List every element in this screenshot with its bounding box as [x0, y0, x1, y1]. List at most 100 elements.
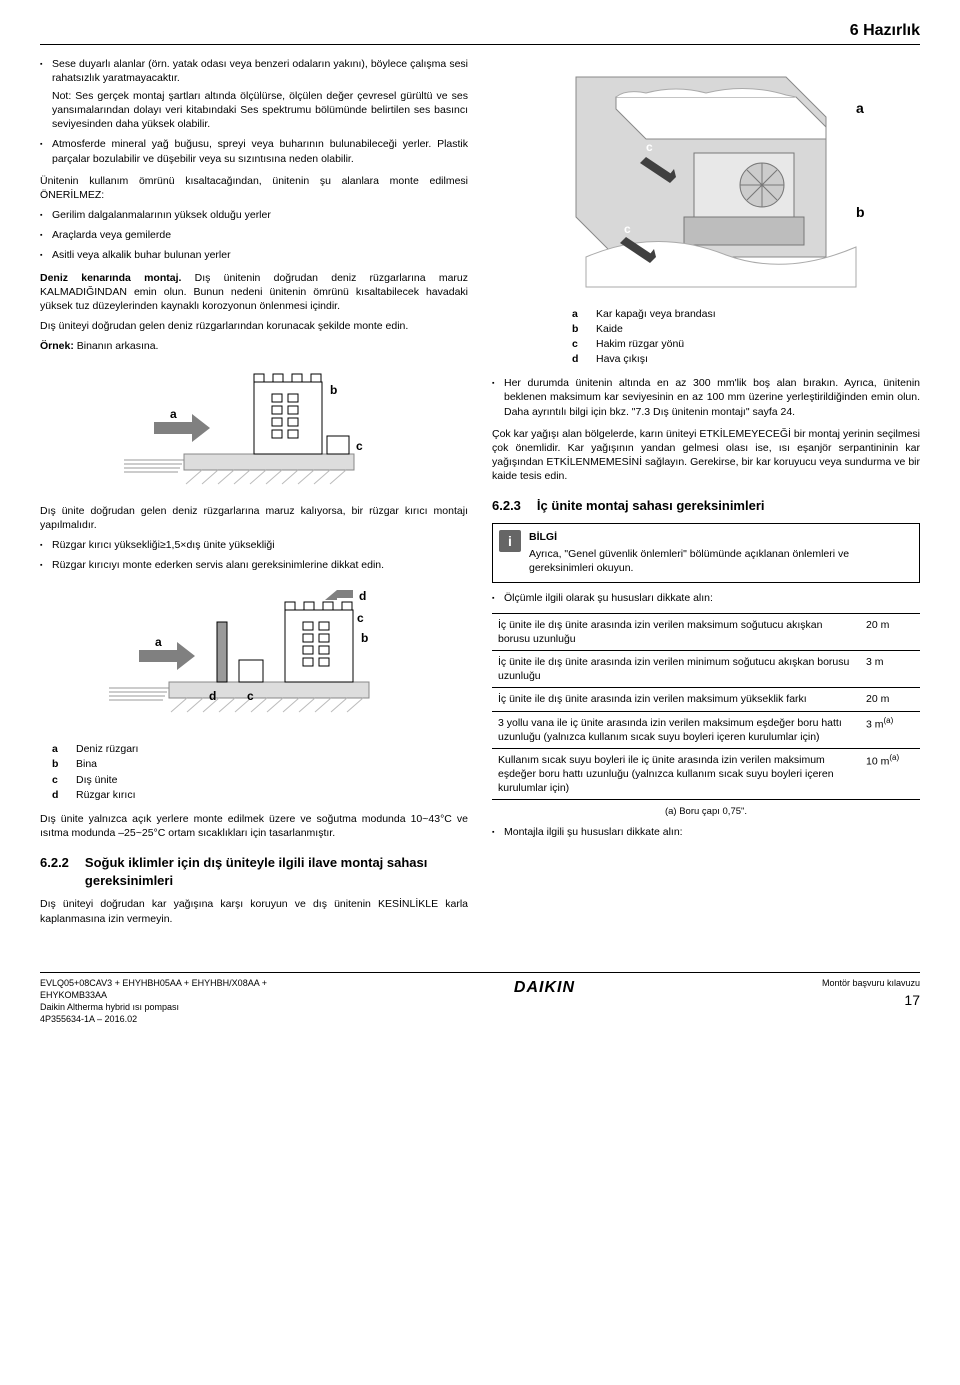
footer-doc-title: Montör başvuru kılavuzu [822, 977, 920, 989]
table-cell: 20 m [860, 613, 920, 650]
list-item: Rüzgar kırıcı yüksekliği≥1,5×dış ünite y… [40, 538, 468, 552]
right-column: a b c c aKar kapağı veya brandası b Kaide… [492, 57, 920, 932]
table-cell: 20 m [860, 688, 920, 711]
info-icon: i [499, 530, 521, 552]
list-text: Sese duyarlı alanlar (örn. yatak odası v… [52, 58, 468, 84]
para-body: Binanın arkasına. [74, 340, 159, 352]
list-item: Montajla ilgili şu hususları dikkate alı… [492, 825, 920, 839]
legend-key: d [572, 352, 586, 366]
legend-val: Rüzgar kırıcı [76, 788, 136, 802]
legend-row: d Rüzgar kırıcı [52, 788, 468, 802]
legend-row: aKar kapağı veya brandası [572, 307, 920, 321]
bullet-list-4: Her durumda ünitenin altında en az 300 m… [492, 376, 920, 419]
legend-key: c [572, 337, 586, 351]
legend-key: c [52, 773, 66, 787]
list-item: Her durumda ünitenin altında en az 300 m… [492, 376, 920, 419]
table-cell: İç ünite ile dış ünite arasında izin ver… [492, 688, 860, 711]
info-title: BİLGİ [529, 530, 911, 544]
heading-text: Soğuk iklimler için dış üniteyle ilgili … [85, 854, 468, 889]
legend-val: Hava çıkışı [596, 352, 648, 366]
paragraph: Çok kar yağışı alan bölgelerde, karın ün… [492, 427, 920, 484]
svg-text:c: c [247, 689, 254, 703]
list-item: Gerilim dalgalanmalarının yüksek olduğu … [40, 208, 468, 222]
table-row: 3 yollu vana ile iç ünite arasında izin … [492, 711, 920, 748]
info-callout: i BİLGİ Ayrıca, "Genel güvenlik önlemler… [492, 523, 920, 583]
svg-text:a: a [155, 635, 162, 649]
bullet-list-2: Gerilim dalgalanmalarının yüksek olduğu … [40, 208, 468, 263]
heading-number: 6.2.2 [40, 854, 69, 889]
fig-label-a: a [170, 407, 177, 421]
bullet-list-5: Ölçümle ilgili olarak şu hususları dikka… [492, 591, 920, 605]
subheading-622: 6.2.2 Soğuk iklimler için dış üniteyle i… [40, 854, 468, 889]
footer-left: EVLQ05+08CAV3 + EHYHBH05AA + EHYHBH/X08A… [40, 977, 267, 1026]
svg-text:b: b [856, 204, 865, 220]
legend-1: a Deniz rüzgarı b Bina c Dış ünite d Rüzgar … [52, 742, 468, 802]
svg-text:d: d [209, 689, 216, 703]
footer-brand: DAIKIN [514, 977, 575, 999]
table-row: İç ünite ile dış ünite arasında izin ver… [492, 651, 920, 688]
list-item: Araçlarda veya gemilerde [40, 228, 468, 242]
table-cell: 10 m(a) [860, 748, 920, 800]
list-item: Asitli veya alkalik buhar bulunan yerler [40, 248, 468, 262]
page-number: 17 [822, 991, 920, 1010]
figure-building-1: a b c [40, 364, 468, 494]
paragraph: Ünitenin kullanım ömrünü kısaltacağından… [40, 174, 468, 202]
bullet-list-1: Sese duyarlı alanlar (örn. yatak odası v… [40, 57, 468, 166]
legend-row: b Kaide [572, 322, 920, 336]
legend-row: c Hakim rüzgar yönü [572, 337, 920, 351]
page-footer: EVLQ05+08CAV3 + EHYHBH05AA + EHYHBH/X08A… [40, 972, 920, 1026]
fig-label-c: c [356, 439, 363, 453]
figure-building-2: d c b a d c [40, 582, 468, 732]
table-cell: 3 m(a) [860, 711, 920, 748]
paragraph: Dış üniteyi doğrudan kar yağışına karşı … [40, 897, 468, 925]
figure-snow-cover: a b c c [492, 67, 920, 297]
legend-val: Deniz rüzgarı [76, 742, 138, 756]
svg-text:c: c [357, 611, 364, 625]
footer-line: Daikin Altherma hybrid ısı pompası [40, 1001, 267, 1013]
svg-text:c: c [646, 140, 653, 154]
table-row: Kullanım sıcak suyu boyleri ile iç ünite… [492, 748, 920, 800]
legend-key: a [52, 742, 66, 756]
paragraph: Dış ünite doğrudan gelen deniz rüzgarlar… [40, 504, 468, 532]
legend-row: b Bina [52, 757, 468, 771]
svg-text:b: b [361, 631, 368, 645]
requirements-table: İç ünite ile dış ünite arasında izin ver… [492, 613, 920, 801]
note-text: Not: Ses gerçek montaj şartları altında … [52, 89, 468, 132]
svg-text:a: a [856, 100, 864, 116]
footer-line: EHYKOMB33AA [40, 989, 267, 1001]
bullet-list-6: Montajla ilgili şu hususları dikkate alı… [492, 825, 920, 839]
footer-line: 4P355634-1A – 2016.02 [40, 1013, 267, 1025]
legend-key: a [572, 307, 586, 321]
footer-right: Montör başvuru kılavuzu 17 [822, 977, 920, 1010]
legend-2: aKar kapağı veya brandası b Kaide c Hakim … [572, 307, 920, 367]
table-cell: 3 yollu vana ile iç ünite arasında izin … [492, 711, 860, 748]
footer-line: EVLQ05+08CAV3 + EHYHBH05AA + EHYHBH/X08A… [40, 977, 267, 989]
table-row: İç ünite ile dış ünite arasında izin ver… [492, 613, 920, 650]
table-cell: İç ünite ile dış ünite arasında izin ver… [492, 651, 860, 688]
left-column: Sese duyarlı alanlar (örn. yatak odası v… [40, 57, 468, 932]
table-footnote: (a) Boru çapı 0,75". [492, 806, 920, 819]
legend-row: a Deniz rüzgarı [52, 742, 468, 756]
legend-val: Hakim rüzgar yönü [596, 337, 684, 351]
heading-text: İç ünite montaj sahası gereksinimleri [537, 497, 765, 515]
legend-key: b [52, 757, 66, 771]
paragraph: Dış üniteyi doğrudan gelen deniz rüzgarl… [40, 319, 468, 333]
legend-key: b [572, 322, 586, 336]
legend-row: c Dış ünite [52, 773, 468, 787]
legend-val: Kaide [596, 322, 623, 336]
table-cell: İç ünite ile dış ünite arasında izin ver… [492, 613, 860, 650]
section-header: 6 Hazırlık [40, 20, 920, 45]
legend-val: Bina [76, 757, 97, 771]
table-cell: Kullanım sıcak suyu boyleri ile iç ünite… [492, 748, 860, 800]
bold-label: Deniz kenarında montaj. [40, 272, 181, 284]
legend-key: d [52, 788, 66, 802]
two-column-layout: Sese duyarlı alanlar (örn. yatak odası v… [40, 57, 920, 932]
svg-text:c: c [624, 222, 631, 236]
table-row: İç ünite ile dış ünite arasında izin ver… [492, 688, 920, 711]
bold-label: Örnek: [40, 340, 74, 352]
legend-val: Dış ünite [76, 773, 117, 787]
fig-label-b: b [330, 383, 337, 397]
list-item: Ölçümle ilgili olarak şu hususları dikka… [492, 591, 920, 605]
paragraph: Örnek: Binanın arkasına. [40, 339, 468, 353]
paragraph: Deniz kenarında montaj. Dış ünitenin doğ… [40, 271, 468, 314]
